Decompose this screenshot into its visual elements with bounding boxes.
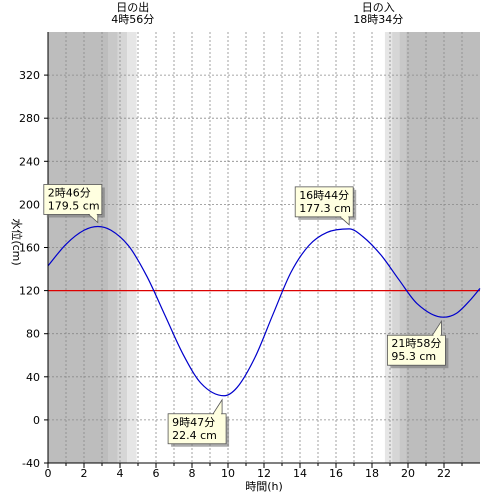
x-tick-label: 12 (257, 467, 271, 480)
callout-box (43, 184, 103, 215)
x-tick-label: 2 (81, 467, 88, 480)
x-tick-label: 16 (329, 467, 343, 480)
x-tick-label: 0 (45, 467, 52, 480)
y-tick-label: 280 (19, 112, 40, 125)
callout-value: 177.3 cm (299, 202, 351, 215)
callout-box (387, 334, 446, 366)
callout-time: 21時58分 (391, 337, 441, 350)
sunrise-time: 4時56分 (111, 13, 154, 26)
callout-time: 2時46分 (48, 186, 91, 199)
sunset-title: 日の入 (362, 1, 395, 14)
callout-time: 16時44分 (299, 189, 349, 202)
x-tick-label: 22 (437, 467, 451, 480)
twilight-shade-morning (117, 32, 128, 463)
y-tick-label: 200 (19, 198, 40, 211)
x-tick-label: 8 (189, 467, 196, 480)
y-axis-label: 水位(cm) (10, 218, 24, 265)
twilight-shade-morning (127, 32, 137, 463)
tide-level-line (47, 225, 481, 397)
callout-box (167, 413, 227, 445)
x-tick-label: 18 (365, 467, 379, 480)
axis-ticks: -40 0 40 80 120 160 200 240 280 320 0 2 4 6 8 10 12 14 16 1… (19, 69, 463, 480)
tide-series (47, 225, 481, 397)
y-tick-label: 40 (26, 371, 40, 384)
twilight-shade-evening (399, 32, 407, 463)
sunrise-title: 日の出 (116, 0, 149, 14)
x-tick-label: 4 (117, 467, 124, 480)
callout-value: 22.4 cm (172, 429, 217, 442)
x-tick-label: 6 (153, 467, 160, 480)
y-tick-label: 120 (19, 285, 40, 298)
x-tick-label: 14 (293, 467, 307, 480)
y-tick-label: 0 (33, 414, 40, 427)
callout-value: 95.3 cm (391, 350, 436, 363)
y-tick-label: 160 (19, 242, 40, 255)
night-shade-evening (406, 32, 480, 463)
y-tick-label: -40 (22, 457, 40, 470)
x-axis-label: 時間(h) (245, 480, 283, 493)
x-tick-label: 20 (401, 467, 415, 480)
y-tick-label: 80 (26, 328, 40, 341)
twilight-shade-evening (392, 32, 400, 463)
y-tick-label: 240 (19, 155, 40, 168)
sunset-time: 18時34分 (353, 13, 403, 26)
gridlines (48, 32, 480, 463)
callout-box (294, 186, 354, 218)
y-tick-label: 320 (19, 69, 40, 82)
callout-value: 179.5 cm (48, 199, 100, 212)
callout-time: 9時47分 (172, 416, 215, 429)
x-tick-label: 10 (221, 467, 235, 480)
